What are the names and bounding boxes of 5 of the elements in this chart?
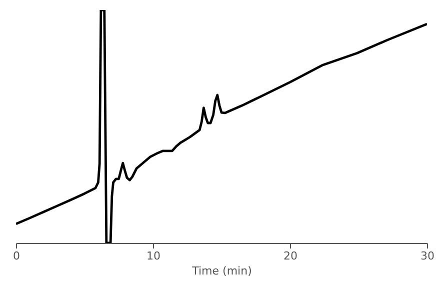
x-tick-label: 20 <box>284 250 298 262</box>
x-axis-title: Time (min) <box>191 264 252 278</box>
x-tick-label: 0 <box>13 250 20 262</box>
x-tick-label: 10 <box>146 250 160 262</box>
x-tick-label: 30 <box>420 250 434 262</box>
